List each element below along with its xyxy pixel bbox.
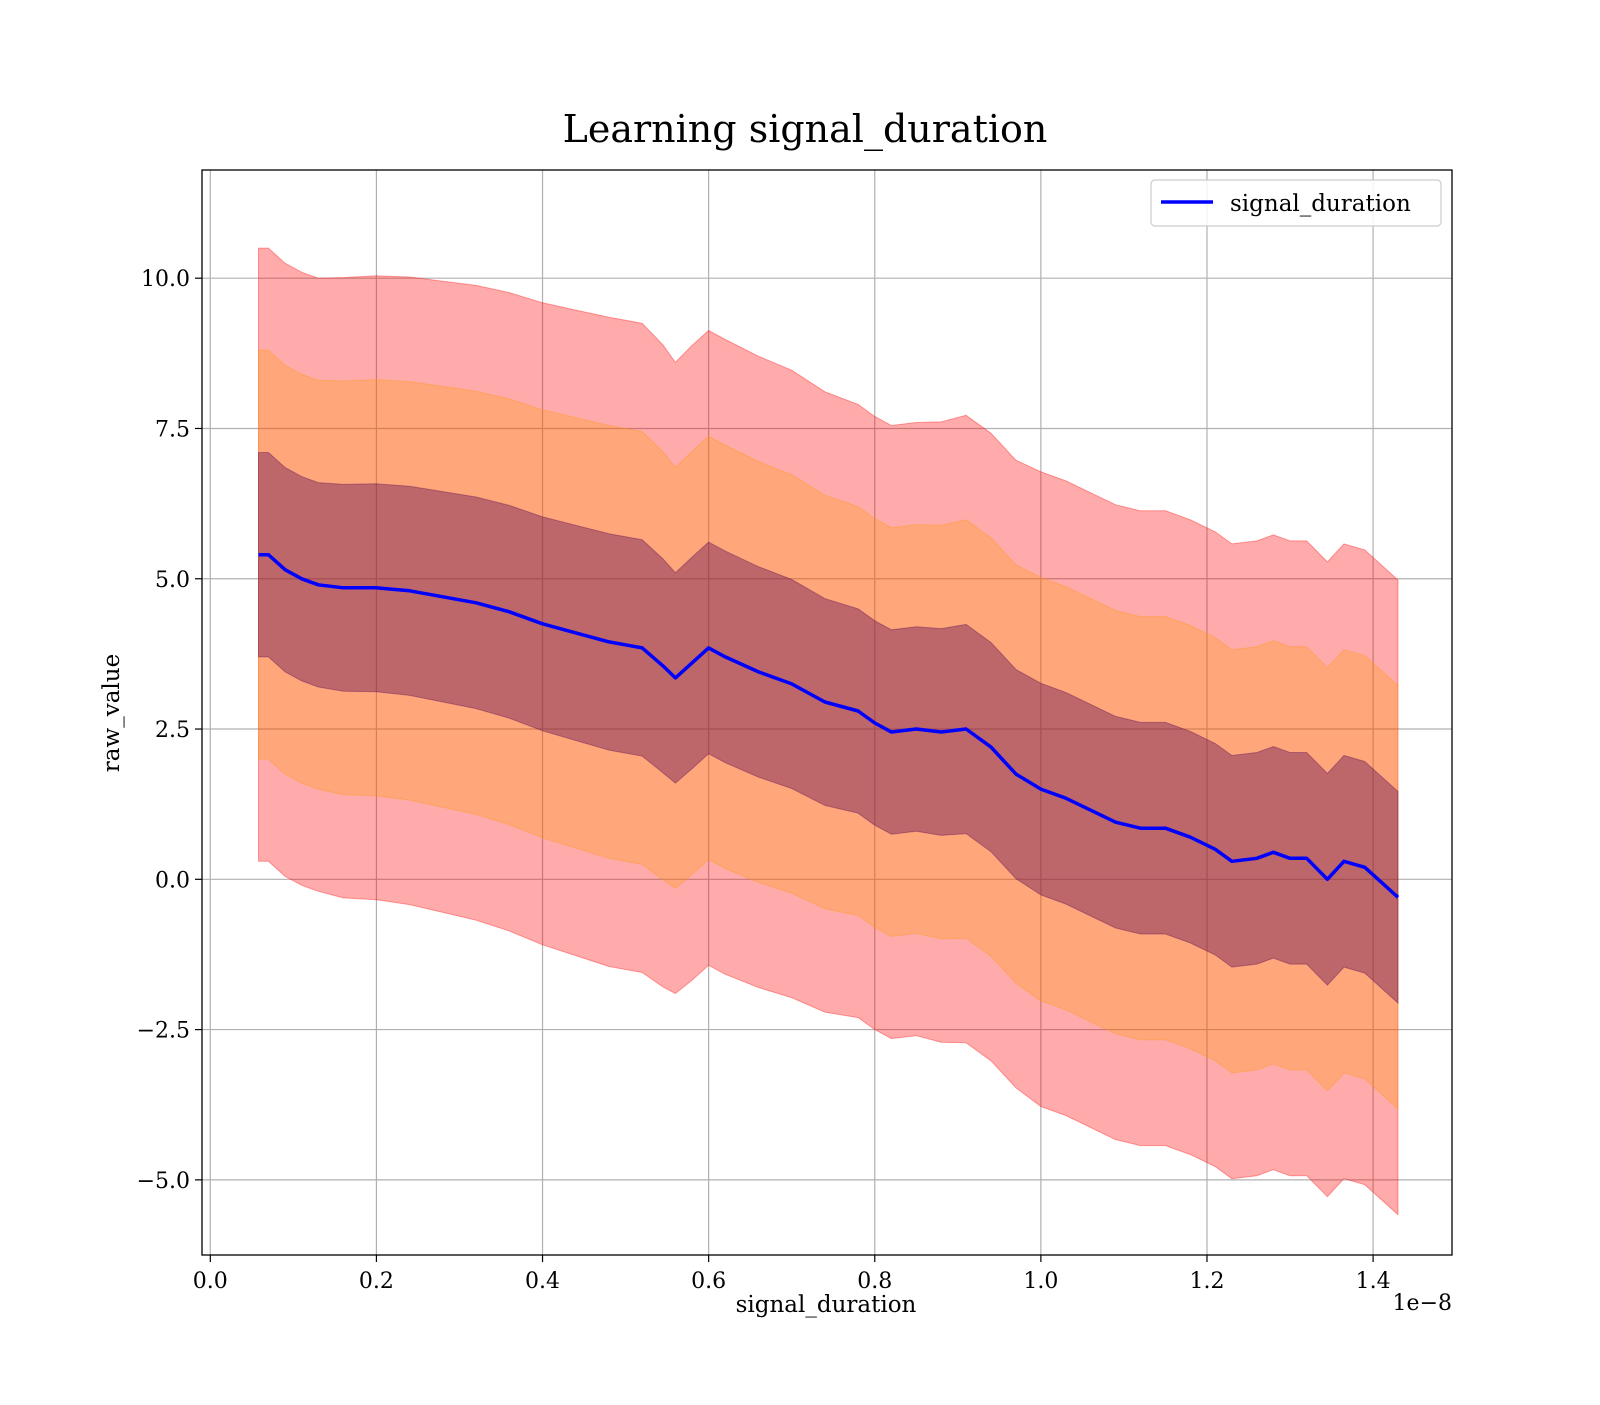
y-tick-label: −5.0 [137, 1169, 190, 1194]
series-lines [258, 552, 1400, 899]
legend: signal_duration [1150, 179, 1442, 227]
x-axis-ticks: 0.0 0.2 0.4 0.6 0.8 1.0 1.2 1.4 [193, 1255, 1391, 1294]
legend-box [1150, 179, 1442, 227]
x-tick-label: 0.0 [193, 1269, 228, 1294]
x-tick-label: 0.6 [691, 1269, 726, 1294]
band-3sigma [258, 247, 1399, 1216]
y-axis-ticks: −5.0 −2.5 0.0 2.5 5.0 7.5 10.0 [137, 267, 202, 1194]
x-tick-label: 0.2 [359, 1269, 394, 1294]
legend-label: signal_duration [1230, 191, 1411, 217]
series-line-signal_duration [258, 552, 1400, 899]
y-tick-label: 5.0 [155, 568, 190, 593]
grid-lines [202, 170, 1452, 1255]
band-2sigma [258, 349, 1399, 1111]
plot-frame [201, 169, 1453, 1256]
y-tick-label: 0.0 [155, 868, 190, 893]
y-tick-label: 2.5 [155, 718, 190, 743]
y-tick-label: −2.5 [137, 1019, 190, 1044]
x-axis-label: signal_duration [736, 1292, 917, 1318]
x-tick-label: 1.2 [1189, 1269, 1224, 1294]
uncertainty-bands [258, 247, 1399, 1216]
x-tick-label: 1.4 [1356, 1269, 1391, 1294]
y-tick-label: 7.5 [155, 417, 190, 442]
band-1sigma [258, 452, 1399, 1005]
chart-title: Learning signal_duration [563, 107, 1048, 152]
y-tick-label: 10.0 [141, 267, 190, 292]
x-axis-offset-label: 1e−8 [1393, 1291, 1452, 1316]
y-axis-label: raw_value [99, 654, 125, 772]
x-tick-label: 0.4 [525, 1269, 560, 1294]
x-tick-label: 1.0 [1023, 1269, 1058, 1294]
x-tick-label: 0.8 [857, 1269, 892, 1294]
